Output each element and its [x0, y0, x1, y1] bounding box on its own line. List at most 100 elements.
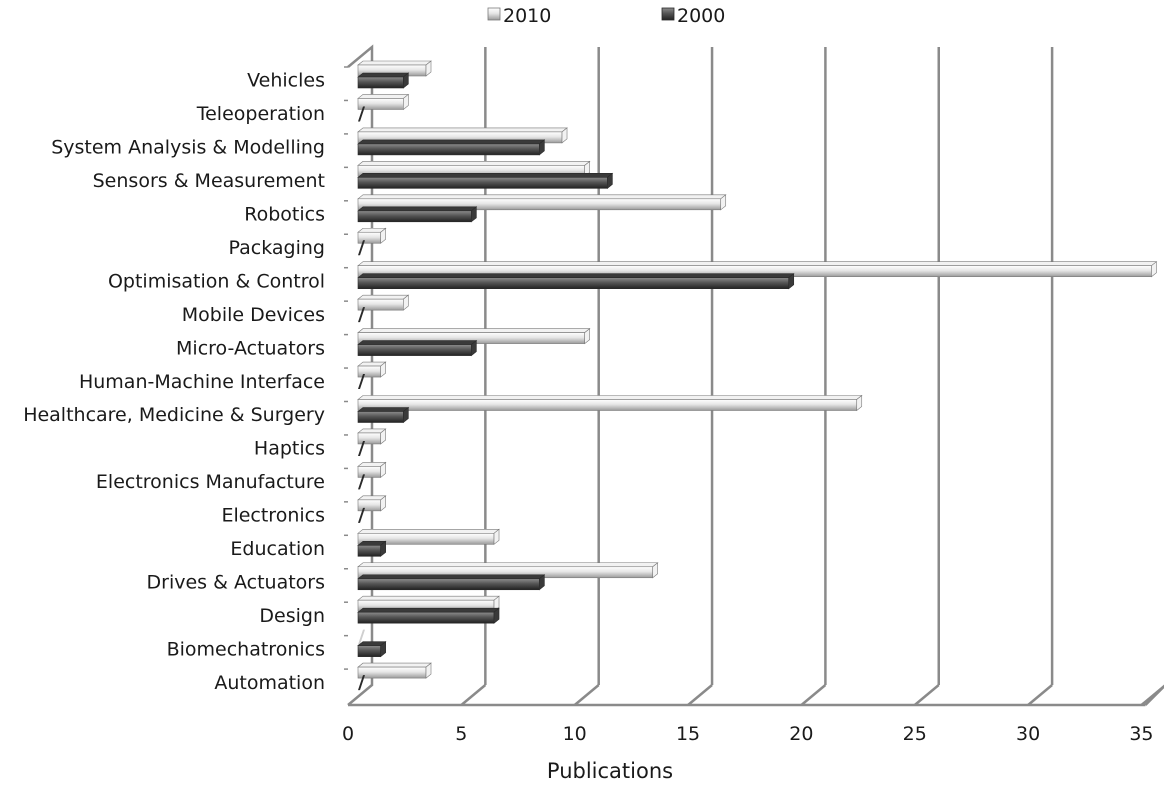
bar-2010: [357, 160, 591, 177]
value-axis: 0 5 10 15 20 25 30 35: [342, 723, 1154, 745]
bar-zero-stub: [358, 440, 365, 456]
legend-label: 2000: [677, 5, 725, 27]
bar-top-face: [357, 139, 546, 145]
bar-2000: [357, 273, 795, 290]
bar-zero-stub: [358, 675, 365, 691]
bar-zero-stub: [358, 374, 365, 390]
bar-2010: [357, 261, 1158, 278]
bar-end-face: [425, 662, 432, 679]
category-label: Mobile Devices: [182, 304, 325, 326]
bar-end-face: [493, 607, 500, 624]
category-label: Vehicles: [247, 70, 325, 92]
bar-2010: [357, 194, 727, 211]
bar-front-face: [357, 231, 381, 244]
bar-end-face: [561, 127, 568, 144]
bar-2000: [358, 240, 365, 256]
gridline-floor: [1027, 684, 1053, 706]
bar-front-face: [357, 76, 404, 89]
bar-front-face: [357, 432, 381, 445]
legend-label: 2010: [503, 5, 551, 27]
bar-2000: [358, 307, 365, 323]
category-label: Human-Machine Interface: [79, 371, 325, 393]
bar-end-face: [425, 60, 432, 77]
bar-end-face: [471, 339, 477, 357]
bar-2010: [357, 428, 387, 445]
category-label: Sensors & Measurement: [93, 170, 325, 192]
bar-2000: [357, 607, 500, 624]
category-label: Electronics: [221, 505, 325, 527]
bar-end-face: [380, 361, 386, 378]
bar-2000: [358, 374, 365, 390]
category-label: Biomechatronics: [167, 638, 325, 660]
bar-end-face: [380, 227, 386, 244]
bar-2010: [357, 361, 387, 378]
x-tick-label: 30: [1016, 723, 1040, 745]
bar-2010: [357, 495, 387, 512]
gridline-floor: [460, 684, 487, 706]
x-tick-label: 20: [789, 723, 813, 745]
category-label: Design: [259, 605, 325, 627]
bar-end-face: [403, 72, 409, 89]
gridline-floor: [687, 684, 713, 706]
bar-2000: [357, 139, 546, 156]
bar-front-face: [357, 365, 381, 378]
bar-top-face: [357, 261, 1158, 267]
bar-front-face: [357, 544, 381, 557]
bar-zero-stub: [358, 507, 365, 523]
bar-top-face: [357, 407, 410, 412]
bar-top-face: [357, 273, 795, 279]
bar-end-face: [1151, 261, 1157, 278]
gridline-floor: [573, 684, 600, 706]
bar-top-face: [357, 607, 500, 613]
bar-2000: [357, 172, 614, 189]
bar-end-face: [403, 294, 409, 311]
bar-front-face: [357, 210, 472, 223]
bar-end-face: [720, 194, 727, 211]
category-label: Healthcare, Medicine & Surgery: [23, 404, 325, 426]
bar-2000: [357, 540, 387, 557]
bar-2010: [357, 528, 500, 545]
bar-zero-stub: [358, 240, 365, 256]
bar-top-face: [357, 595, 500, 601]
bar-end-face: [380, 540, 386, 557]
bar-end-face: [788, 273, 795, 290]
bar-2000: [357, 206, 478, 223]
bar-end-face: [380, 461, 386, 479]
gridlines: [460, 47, 1164, 706]
category-axis: Vehicles Teleoperation System Analysis & M…: [23, 66, 348, 694]
bar-top-face: [357, 194, 727, 200]
bar-front-face: [357, 298, 404, 311]
bar-2000: [358, 675, 365, 691]
bar-2000: [358, 440, 365, 456]
bar-2000: [357, 72, 410, 89]
bars: [357, 60, 1158, 691]
category-label: Robotics: [244, 204, 325, 226]
bar-end-face: [471, 206, 477, 223]
bar-zero-stub: [358, 307, 365, 323]
bar-2000: [358, 474, 365, 490]
x-tick-label: 15: [676, 723, 700, 745]
bar-2010: [357, 294, 410, 311]
bar-end-face: [539, 574, 545, 591]
bar-top-face: [357, 173, 614, 178]
bar-end-face: [539, 139, 545, 156]
bar-end-face: [380, 641, 386, 658]
bar-top-face: [357, 60, 432, 66]
x-tick-label: 35: [1129, 723, 1153, 745]
bar-end-face: [403, 406, 409, 424]
bar-top-face: [357, 206, 478, 212]
bar-2010: [357, 562, 659, 579]
gridline-floor: [800, 684, 827, 706]
legend-item-2000: 2000: [661, 5, 725, 27]
bar-end-face: [584, 160, 591, 177]
legend-swatch: [487, 7, 501, 21]
category-label: System Analysis & Modelling: [51, 137, 325, 159]
bar-top-face: [357, 294, 410, 300]
bar-2010: [357, 461, 387, 479]
legend-swatch: [661, 7, 675, 21]
x-tick-label: 25: [903, 723, 927, 745]
bar-end-face: [607, 172, 613, 189]
bar-2010: [357, 394, 863, 412]
